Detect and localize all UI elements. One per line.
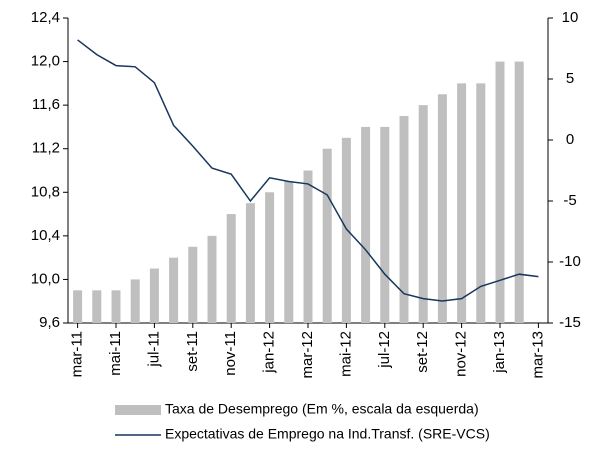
bar bbox=[495, 61, 505, 323]
y-tick-label: 9,6 bbox=[39, 314, 60, 331]
y-tick-label: 11,2 bbox=[32, 140, 60, 157]
bar bbox=[169, 257, 179, 323]
y2-tick-label: 0 bbox=[566, 131, 574, 148]
y-tick-label: 11,6 bbox=[32, 96, 60, 113]
y-tick-label: 10,4 bbox=[31, 227, 60, 244]
x-tick-label: mar-11 bbox=[69, 331, 86, 377]
y2-tick-label: 10 bbox=[562, 9, 579, 26]
bar bbox=[284, 181, 294, 323]
legend-label: Taxa de Desemprego (Em %, escala da esqu… bbox=[165, 401, 479, 417]
y2-tick-label: 5 bbox=[566, 70, 574, 87]
bar bbox=[514, 61, 524, 323]
bar bbox=[111, 290, 121, 323]
bar bbox=[188, 246, 198, 323]
bar bbox=[92, 290, 102, 323]
y2-tick-label: -15 bbox=[559, 314, 581, 331]
y-tick-label: 10,0 bbox=[31, 270, 60, 287]
bar bbox=[149, 268, 159, 323]
x-tick-label: jul-12 bbox=[376, 331, 393, 369]
x-tick-label: mar-12 bbox=[299, 331, 316, 379]
x-tick-label: set-12 bbox=[414, 331, 431, 373]
x-tick-label: mar-13 bbox=[529, 331, 546, 379]
x-tick-label: mai-11 bbox=[107, 331, 124, 376]
bar bbox=[341, 137, 351, 323]
bar bbox=[476, 83, 486, 323]
y2-tick-label: -5 bbox=[563, 192, 576, 209]
bar bbox=[418, 105, 428, 324]
x-tick-label: jan-13 bbox=[491, 331, 508, 374]
bar bbox=[226, 214, 236, 323]
y-tick-label: 12,4 bbox=[31, 9, 60, 26]
y-tick-label: 10,8 bbox=[31, 183, 60, 200]
x-tick-label: nov-11 bbox=[222, 331, 239, 376]
bar bbox=[303, 170, 313, 323]
bar bbox=[380, 126, 390, 323]
bar bbox=[207, 235, 217, 323]
x-tick-label: mai-12 bbox=[337, 331, 354, 377]
bar bbox=[245, 203, 255, 323]
x-tick-label: jan-12 bbox=[261, 331, 278, 374]
bar bbox=[130, 279, 140, 323]
bar bbox=[265, 192, 275, 323]
bar bbox=[457, 83, 467, 323]
bar bbox=[73, 290, 83, 323]
bar bbox=[437, 94, 447, 323]
x-tick-label: nov-12 bbox=[453, 331, 470, 377]
y2-tick-label: -10 bbox=[559, 253, 581, 270]
line bbox=[77, 39, 539, 302]
legend-label: Expectativas de Emprego na Ind.Transf. (… bbox=[165, 426, 490, 442]
bar bbox=[399, 116, 409, 324]
y-tick-label: 12,0 bbox=[31, 53, 60, 70]
bar bbox=[322, 148, 332, 323]
x-tick-label: set-11 bbox=[184, 331, 201, 372]
x-tick-label: jul-11 bbox=[145, 331, 162, 368]
legend-swatch bbox=[115, 405, 161, 415]
bar bbox=[361, 126, 371, 323]
